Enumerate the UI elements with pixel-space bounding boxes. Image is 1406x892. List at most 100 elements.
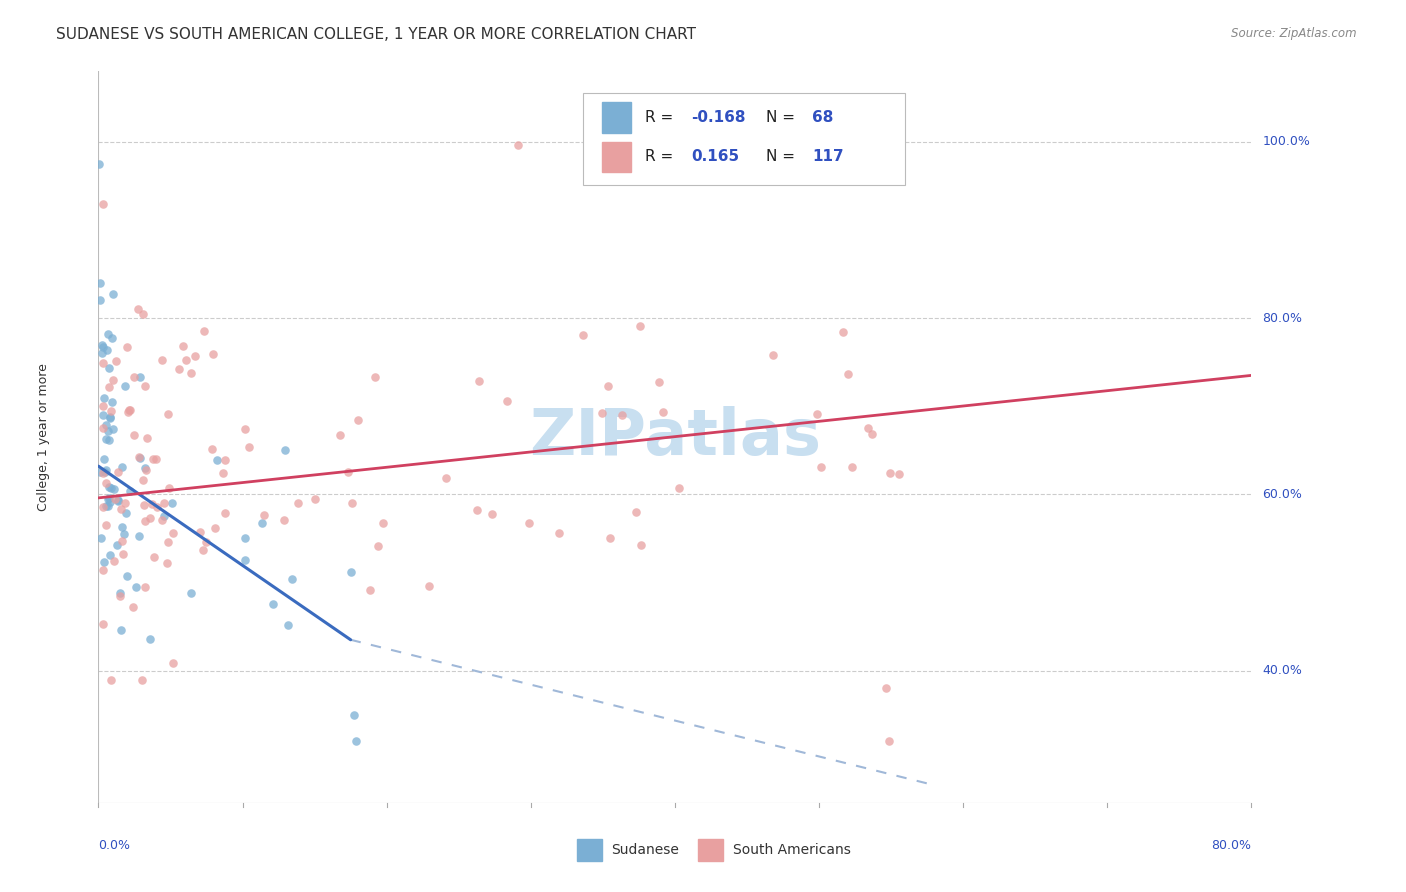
Point bbox=[214, 506, 236, 520]
Point bbox=[111, 519, 134, 533]
Point bbox=[97, 491, 120, 505]
Point bbox=[91, 338, 114, 352]
Point bbox=[598, 379, 620, 393]
Point bbox=[135, 463, 157, 477]
Point bbox=[879, 466, 901, 480]
Point bbox=[115, 506, 138, 520]
Text: 80.0%: 80.0% bbox=[1212, 839, 1251, 853]
Point bbox=[156, 408, 179, 422]
Point bbox=[97, 492, 120, 507]
Point bbox=[193, 543, 215, 558]
Point bbox=[180, 585, 202, 599]
Point bbox=[98, 411, 121, 425]
Point bbox=[329, 428, 352, 442]
Bar bbox=[602, 142, 631, 172]
Point bbox=[648, 375, 671, 389]
Point bbox=[141, 497, 163, 511]
Point bbox=[132, 498, 155, 512]
Point bbox=[100, 404, 122, 418]
Point bbox=[90, 532, 112, 546]
Point bbox=[145, 452, 167, 467]
Point bbox=[93, 555, 115, 569]
Point bbox=[115, 569, 138, 583]
Point bbox=[132, 473, 155, 487]
Point bbox=[108, 589, 131, 603]
Point bbox=[207, 453, 229, 467]
Point bbox=[156, 556, 179, 570]
Point bbox=[96, 518, 118, 533]
Point bbox=[101, 287, 124, 301]
Point bbox=[112, 527, 135, 541]
Point bbox=[96, 343, 118, 358]
Point bbox=[104, 491, 127, 506]
Point bbox=[481, 507, 503, 521]
Point bbox=[201, 347, 224, 361]
Point bbox=[97, 480, 120, 494]
Point bbox=[212, 466, 235, 480]
Point bbox=[342, 496, 364, 510]
Text: 40.0%: 40.0% bbox=[1263, 665, 1302, 677]
Point bbox=[100, 495, 122, 509]
Point bbox=[97, 424, 120, 438]
Point bbox=[89, 276, 111, 290]
Point bbox=[152, 353, 174, 368]
Point bbox=[174, 353, 197, 368]
Point bbox=[831, 325, 853, 339]
Point bbox=[162, 656, 184, 670]
Point bbox=[167, 362, 190, 376]
Text: College, 1 year or more: College, 1 year or more bbox=[37, 363, 49, 511]
Point bbox=[90, 345, 112, 359]
Point bbox=[98, 380, 121, 394]
Point bbox=[877, 734, 900, 748]
Text: 60.0%: 60.0% bbox=[1263, 488, 1302, 501]
Point bbox=[103, 421, 125, 435]
Point bbox=[262, 597, 284, 611]
Point bbox=[128, 451, 150, 466]
Point bbox=[204, 521, 226, 535]
Point bbox=[135, 431, 157, 445]
Point bbox=[162, 526, 184, 541]
Text: N =: N = bbox=[766, 150, 800, 164]
Text: R =: R = bbox=[645, 110, 678, 125]
Point bbox=[117, 340, 139, 354]
Point bbox=[858, 421, 880, 435]
Point bbox=[304, 491, 326, 506]
Text: 80.0%: 80.0% bbox=[1263, 311, 1302, 325]
Point bbox=[610, 408, 633, 422]
Text: Sudanese: Sudanese bbox=[612, 843, 679, 857]
Point bbox=[337, 465, 360, 479]
Point bbox=[101, 331, 124, 345]
Point bbox=[468, 374, 491, 388]
Point bbox=[91, 563, 114, 577]
Point bbox=[668, 481, 690, 495]
Point bbox=[837, 368, 859, 382]
Point bbox=[114, 379, 136, 393]
Point bbox=[273, 513, 295, 527]
Point bbox=[91, 500, 114, 515]
Point bbox=[359, 582, 381, 597]
Point bbox=[371, 516, 394, 530]
Point bbox=[172, 339, 194, 353]
Point bbox=[110, 501, 132, 516]
Text: N =: N = bbox=[766, 110, 800, 125]
Point bbox=[134, 514, 156, 528]
Point bbox=[183, 349, 205, 363]
Point bbox=[806, 407, 828, 421]
Point bbox=[121, 600, 143, 615]
Point bbox=[107, 465, 129, 479]
Point bbox=[139, 632, 162, 647]
Point bbox=[142, 550, 165, 565]
Point bbox=[100, 548, 122, 562]
Text: 117: 117 bbox=[813, 150, 844, 164]
Bar bbox=[602, 102, 631, 133]
Point bbox=[111, 547, 134, 561]
Text: 0.0%: 0.0% bbox=[98, 839, 131, 853]
Point bbox=[107, 493, 129, 508]
Point bbox=[114, 496, 136, 510]
Point bbox=[89, 293, 111, 308]
Point bbox=[94, 499, 117, 513]
Point bbox=[134, 580, 156, 594]
FancyBboxPatch shape bbox=[582, 94, 905, 185]
Point bbox=[287, 495, 309, 509]
Point bbox=[97, 326, 120, 341]
